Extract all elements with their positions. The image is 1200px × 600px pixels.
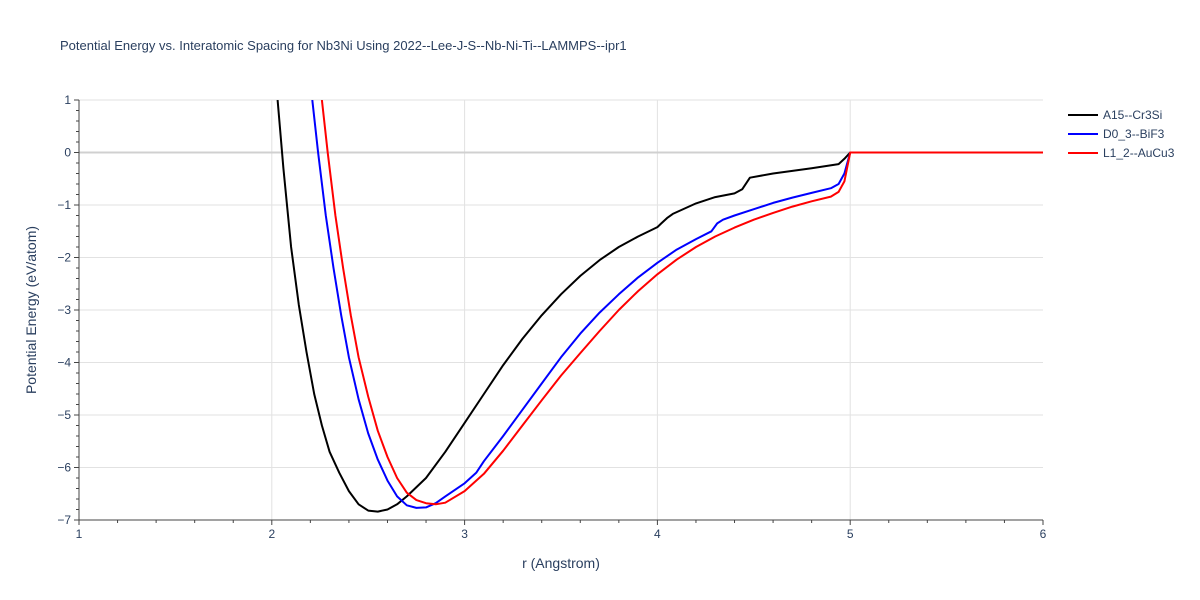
legend-item[interactable]: D0_3--BiF3: [1068, 127, 1165, 141]
legend-label: D0_3--BiF3: [1103, 127, 1165, 141]
grid-layer: [79, 99, 1043, 520]
y-tick-label: −1: [57, 198, 71, 212]
y-tick-label: 0: [64, 146, 71, 160]
y-tick-label: −4: [57, 356, 71, 370]
x-tick-label: 3: [461, 527, 468, 541]
series-line-1: [276, 100, 1043, 513]
legend-item[interactable]: L1_2--AuCu3: [1068, 146, 1175, 160]
axis-layer: 1 2 3 4 5 6 1 0 −1 −2 −3 −4 −5 −6 −7: [57, 93, 1046, 541]
legend-label: L1_2--AuCu3: [1103, 146, 1175, 160]
x-axis-title: r (Angstrom): [522, 555, 600, 571]
chart-title: Potential Energy vs. Interatomic Spacing…: [60, 38, 627, 53]
x-tick-label: 5: [847, 527, 854, 541]
y-tick-label: −5: [57, 408, 71, 422]
y-tick-label: −2: [57, 251, 71, 265]
y-tick-label: 1: [64, 93, 71, 107]
x-tick-label: 1: [76, 527, 83, 541]
x-tick-label: 2: [268, 527, 275, 541]
y-tick-label: −3: [57, 303, 71, 317]
y-tick-label: −6: [57, 461, 71, 475]
y-tick-label: −7: [57, 513, 71, 527]
series-line-3: [320, 100, 1043, 506]
x-tick-label: 4: [654, 527, 661, 541]
x-tick-label: 6: [1040, 527, 1047, 541]
y-axis-title: Potential Energy (eV/atom): [23, 226, 39, 394]
series-layer: [276, 100, 1043, 513]
legend-item[interactable]: A15--Cr3Si: [1068, 108, 1162, 122]
series-line-2: [311, 100, 1043, 509]
legend-label: A15--Cr3Si: [1103, 108, 1162, 122]
legend[interactable]: A15--Cr3Si D0_3--BiF3 L1_2--AuCu3: [1068, 108, 1175, 160]
